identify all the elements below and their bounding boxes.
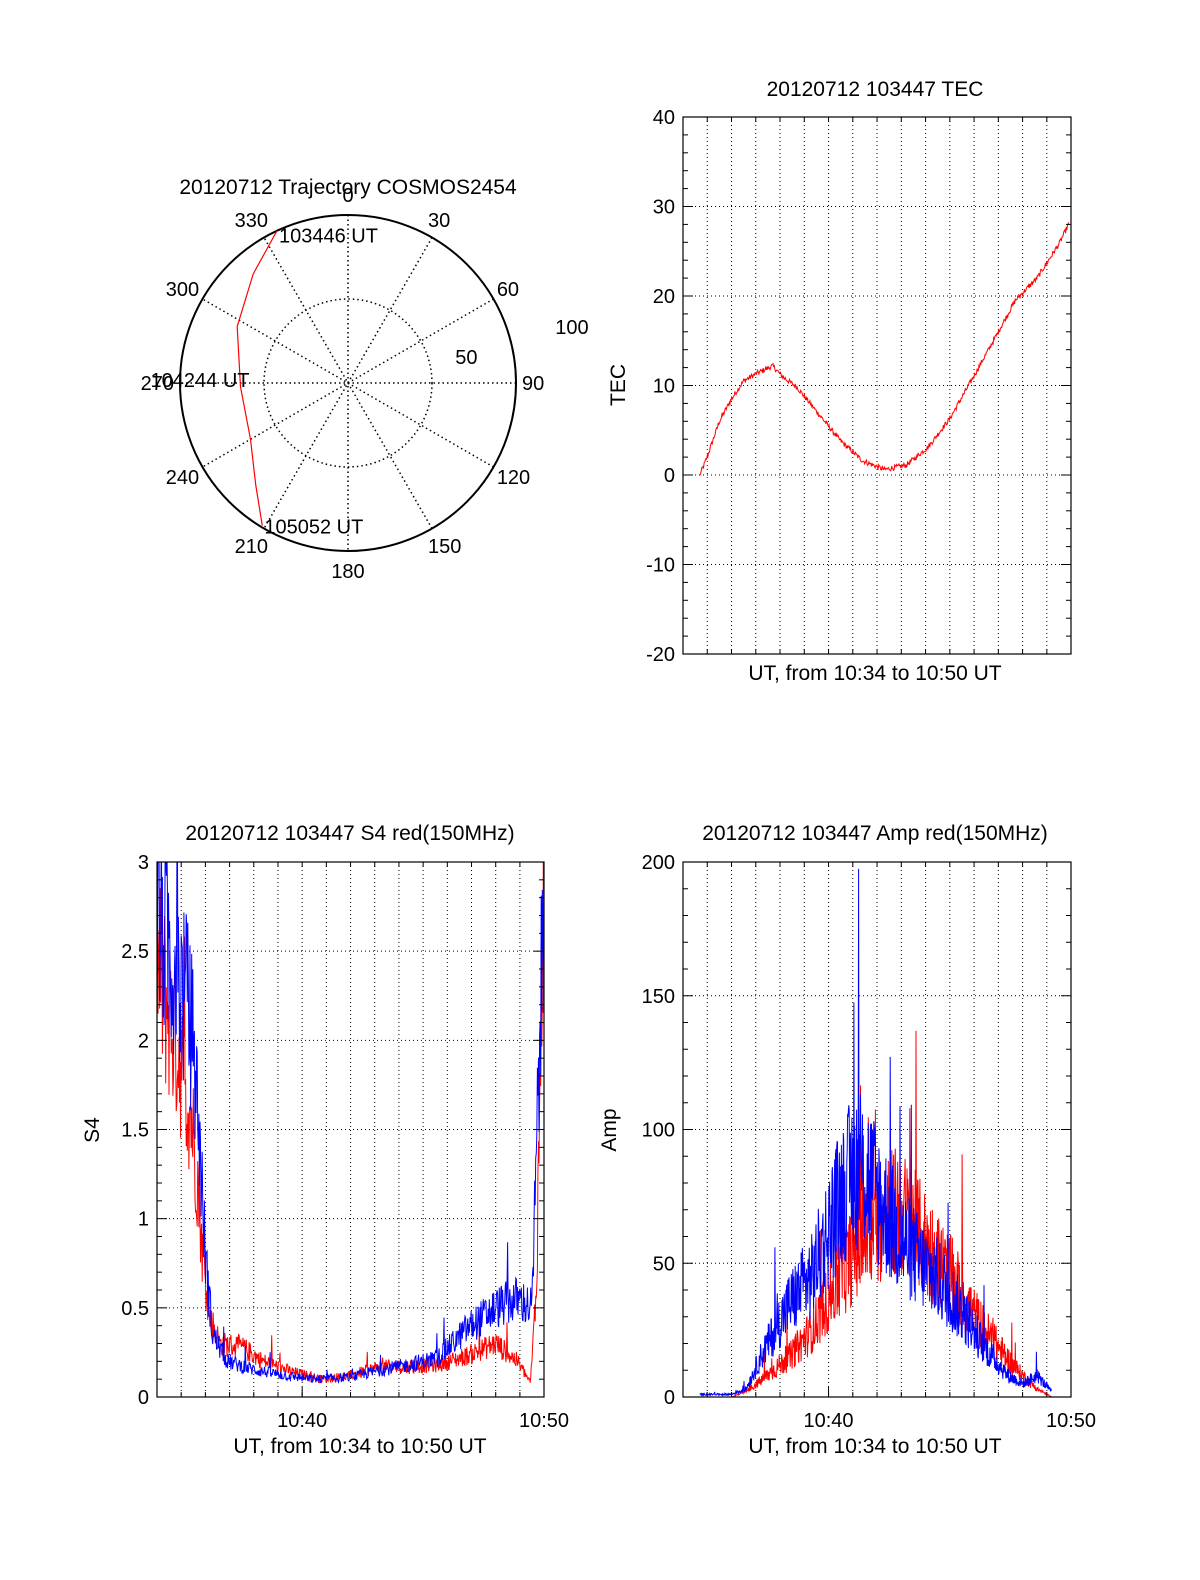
azimuth-label: 30 — [428, 210, 450, 232]
y-tick-label: 50 — [653, 1253, 675, 1275]
y-tick-label: 1.5 — [121, 1120, 149, 1142]
y-tick-label: 3 — [138, 852, 149, 874]
y-tick-label: -10 — [646, 555, 675, 577]
amp-ylabel: Amp — [598, 1108, 621, 1151]
trajectory-polar-chart: 20120712 Trajectory COSMOS2454 0 30 60 90 12… — [141, 176, 589, 583]
tec-xlabel: UT, from 10:34 to 10:50 UT — [748, 662, 1001, 685]
blue-series-line — [157, 862, 544, 1384]
y-tick-label: 2 — [138, 1030, 149, 1052]
y-tick-label: 0 — [664, 1387, 675, 1409]
s4-xlabel: UT, from 10:34 to 10:50 UT — [233, 1435, 486, 1458]
tec-ylabel: TEC — [607, 364, 630, 406]
tec-plot-area: -20 -10 0 10 20 30 40 — [646, 107, 1072, 666]
x-tick-label: 10:40 — [804, 1410, 854, 1432]
y-tick-label: 200 — [642, 852, 675, 874]
y-tick-label: 0 — [138, 1387, 149, 1409]
azimuth-label: 210 — [235, 536, 268, 558]
azimuth-label: 330 — [235, 210, 268, 232]
trajectory-title: 20120712 Trajectory COSMOS2454 — [179, 176, 517, 199]
amp-xlabel: UT, from 10:34 to 10:50 UT — [748, 1435, 1001, 1458]
azimuth-label: 270 — [141, 373, 174, 395]
azimuth-label: 0 — [342, 185, 353, 207]
y-tick-label: 0 — [664, 465, 675, 487]
s4-ylabel: S4 — [81, 1117, 104, 1143]
azimuth-label: 90 — [522, 373, 544, 395]
y-tick-label: 30 — [653, 197, 675, 219]
blue-series-line — [699, 868, 1052, 1397]
s4-plot-area: 0 0.5 1 1.5 2 2.5 3 10:40 10:50 — [121, 852, 569, 1432]
azimuth-label: 240 — [166, 467, 199, 489]
polar-labels: 0 30 60 90 120 150 180 210 240 270 300 330 50 100 — [141, 185, 589, 583]
y-tick-label: -20 — [646, 644, 675, 666]
trajectory-time-label: 105052 UT — [264, 517, 363, 539]
trajectory-line — [236, 230, 278, 526]
red-series-line — [699, 1030, 1052, 1397]
elevation-label: 50 — [455, 347, 477, 369]
polar-spoke — [263, 237, 433, 529]
y-tick-label: 2.5 — [121, 941, 149, 963]
trajectory-time-label: 104244 UT — [151, 370, 250, 392]
y-tick-label: 150 — [642, 986, 675, 1008]
azimuth-label: 300 — [166, 279, 199, 301]
trajectory-time-label: 103446 UT — [279, 226, 378, 248]
elevation-label: 100 — [555, 317, 588, 339]
tec-chart: 20120712 103447 TEC TEC UT, from 10:34 t… — [607, 78, 1072, 685]
red-series-line — [699, 222, 1070, 476]
series-group — [699, 222, 1070, 476]
series-group — [699, 868, 1052, 1397]
x-tick-label: 10:40 — [277, 1410, 327, 1432]
x-tick-label: 10:50 — [1046, 1410, 1096, 1432]
s4-chart: 20120712 103447 S4 red(150MHz) S4 UT, fr… — [81, 822, 569, 1458]
y-tick-label: 0.5 — [121, 1298, 149, 1320]
s4-title: 20120712 103447 S4 red(150MHz) — [185, 822, 514, 845]
y-tick-label: 20 — [653, 286, 675, 308]
series-group — [157, 862, 544, 1384]
polar-series: 103446 UT 104244 UT 105052 UT — [151, 226, 378, 539]
amp-plot-area: 0 50 100 150 200 10:40 10:50 — [642, 852, 1096, 1432]
amp-chart: 20120712 103447 Amp red(150MHz) Amp UT, … — [598, 822, 1096, 1458]
azimuth-label: 180 — [331, 561, 364, 583]
tec-title: 20120712 103447 TEC — [767, 78, 984, 101]
azimuth-label: 150 — [428, 536, 461, 558]
x-tick-label: 10:50 — [519, 1410, 569, 1432]
y-tick-label: 100 — [642, 1120, 675, 1142]
azimuth-label: 120 — [497, 467, 530, 489]
y-tick-label: 40 — [653, 107, 675, 129]
y-tick-label: 1 — [138, 1209, 149, 1231]
azimuth-label: 60 — [497, 279, 519, 301]
amp-title: 20120712 103447 Amp red(150MHz) — [702, 822, 1048, 845]
y-tick-label: 10 — [653, 376, 675, 398]
